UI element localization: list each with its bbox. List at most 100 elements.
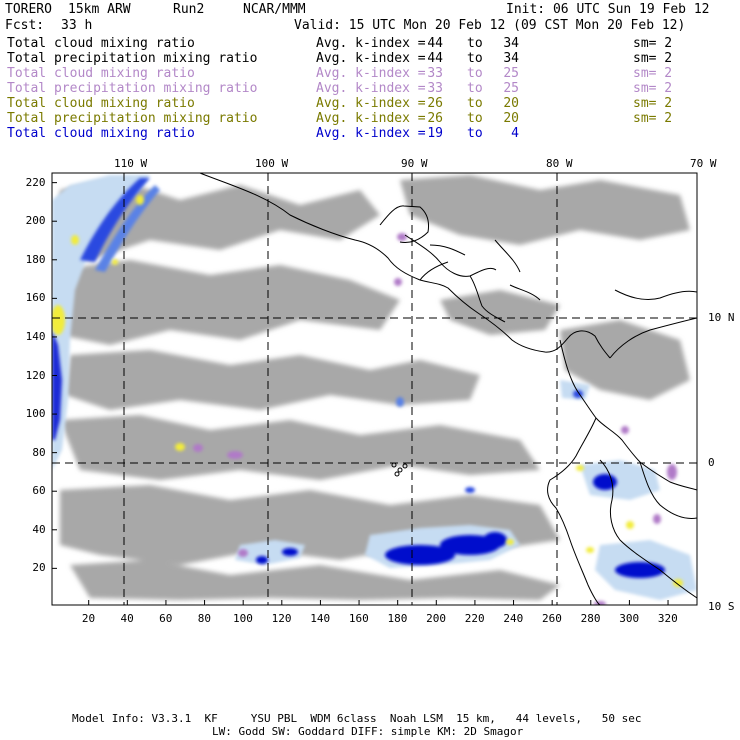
x-tick-label: 20: [81, 612, 96, 625]
legend-k-end: 20: [503, 111, 519, 126]
lon-label-100w: 100 W: [255, 157, 289, 170]
init-time: Init: 06 UTC Sun 19 Feb 12: [506, 2, 710, 17]
legend-row: Total cloud mixing ratio Avg. k-index = 19…: [7, 126, 737, 141]
x-tick-label: 200: [426, 612, 446, 625]
y-tick-label: 140: [25, 329, 46, 343]
y-tick-label: 40: [32, 522, 46, 536]
x-tick-label: 180: [387, 612, 408, 625]
legend-k-start: 33: [427, 81, 443, 96]
legend-avg-label: Avg. k-index =: [316, 51, 426, 66]
legend-to: to: [467, 66, 483, 81]
legend-field-name: Total precipitation mixing ratio: [7, 51, 258, 66]
legend-to: to: [467, 81, 483, 96]
x-tick-label: 40: [120, 612, 134, 625]
legend-avg-label: Avg. k-index =: [316, 36, 426, 51]
legend-row: Total precipitation mixing ratio Avg. k-i…: [7, 81, 737, 96]
legend-field-name: Total cloud mixing ratio: [7, 36, 195, 51]
legend-row: Total precipitation mixing ratio Avg. k-i…: [7, 51, 737, 66]
legend-smoothing: sm= 2: [633, 96, 673, 111]
legend-smoothing: sm= 2: [633, 66, 673, 81]
x-tick-label: 160: [348, 612, 369, 625]
legend-field-name: Total cloud mixing ratio: [7, 66, 195, 81]
x-tick-label: 320: [657, 612, 678, 625]
legend-field-name: Total cloud mixing ratio: [7, 126, 195, 141]
legend-smoothing: sm= 2: [633, 111, 673, 126]
x-tick-label: 120: [271, 612, 292, 625]
legend-avg-label: Avg. k-index =: [316, 66, 426, 81]
legend-k-start: 44: [427, 36, 443, 51]
legend-k-end: 25: [503, 66, 519, 81]
y-tick-label: 120: [25, 368, 46, 382]
x-tick-label: 60: [159, 612, 173, 625]
model-info-line2: LW: Godd SW: Goddard DIFF: simple KM: 2D…: [212, 725, 524, 738]
legend-k-end: 34: [503, 51, 519, 66]
forecast-hour: 33 h: [61, 18, 93, 33]
legend-row: Total cloud mixing ratio Avg. k-index = 44…: [7, 36, 737, 51]
legend-avg-label: Avg. k-index =: [316, 81, 426, 96]
model-name: TORERO: [5, 2, 52, 17]
run-label: Run2: [173, 2, 205, 17]
x-tick-label: 220: [464, 612, 485, 625]
legend-avg-label: Avg. k-index =: [316, 126, 426, 141]
y-tick-label: 200: [25, 214, 46, 228]
model-info-line1: Model Info: V3.3.1 KF YSU PBL WDM 6class…: [72, 712, 642, 725]
x-tick-label: 100: [232, 612, 253, 625]
legend-field-name: Total precipitation mixing ratio: [7, 81, 258, 96]
y-tick-label: 20: [32, 561, 46, 575]
x-tick-label: 240: [503, 612, 524, 625]
organization: NCAR/MMM: [243, 2, 306, 17]
legend-row: Total precipitation mixing ratio Avg. k-i…: [7, 111, 737, 126]
x-tick-label: 80: [197, 612, 211, 625]
lat-label-10s: 10 S: [708, 600, 735, 613]
legend-avg-label: Avg. k-index =: [316, 96, 426, 111]
y-tick-label: 180: [25, 252, 46, 266]
legend-k-end: 4: [511, 126, 519, 141]
cloud-mixing-field: [55, 175, 690, 600]
legend-smoothing: sm= 2: [633, 81, 673, 96]
legend-k-start: 33: [427, 66, 443, 81]
legend-smoothing: sm= 2: [633, 51, 673, 66]
lon-label-80w: 80 W: [546, 157, 573, 170]
yellow-field: [52, 195, 683, 587]
y-tick-marks: [52, 182, 57, 569]
legend-to: to: [467, 126, 483, 141]
lon-label-110w: 110 W: [114, 157, 148, 170]
y-tick-label: 100: [25, 407, 46, 421]
y-tick-label: 220: [25, 175, 46, 189]
lat-lon-grid: [52, 173, 697, 605]
legend-k-start: 26: [427, 96, 443, 111]
model-resolution: 15km ARW: [68, 2, 131, 17]
lon-label-70w: 70 W: [690, 157, 717, 170]
map-frame: [51, 172, 698, 606]
lat-label-0: 0: [708, 456, 715, 469]
legend-to: to: [467, 36, 483, 51]
legend-k-start: 44: [427, 51, 443, 66]
legend-k-end: 25: [503, 81, 519, 96]
legend-row: Total cloud mixing ratio Avg. k-index = 26…: [7, 96, 737, 111]
legend-field-name: Total cloud mixing ratio: [7, 96, 195, 111]
legend-k-start: 26: [427, 111, 443, 126]
y-tick-label: 60: [32, 484, 46, 498]
forecast-label: Fcst:: [5, 18, 45, 33]
lon-label-90w: 90 W: [401, 157, 428, 170]
legend-field-name: Total precipitation mixing ratio: [7, 111, 258, 126]
x-tick-label: 260: [541, 612, 562, 625]
legend-k-start: 19: [427, 126, 443, 141]
legend-row: Total cloud mixing ratio Avg. k-index = 33…: [7, 66, 737, 81]
purple-field: [193, 233, 677, 605]
y-tick-label: 80: [32, 445, 46, 459]
lat-label-10n: 10 N: [708, 311, 735, 324]
legend-to: to: [467, 111, 483, 126]
x-tick-label: 280: [580, 612, 601, 625]
x-tick-marks: [88, 600, 669, 605]
legend-smoothing: sm= 2: [633, 36, 673, 51]
legend-k-end: 34: [503, 36, 519, 51]
x-tick-label: 140: [310, 612, 331, 625]
legend-avg-label: Avg. k-index =: [316, 111, 426, 126]
valid-time: Valid: 15 UTC Mon 20 Feb 12 (09 CST Mon …: [294, 18, 686, 33]
convective-core-field: [52, 178, 665, 578]
legend-to: to: [467, 51, 483, 66]
x-tick-label: 300: [619, 612, 640, 625]
forecast-map: [51, 172, 698, 606]
y-tick-label: 160: [25, 291, 46, 305]
